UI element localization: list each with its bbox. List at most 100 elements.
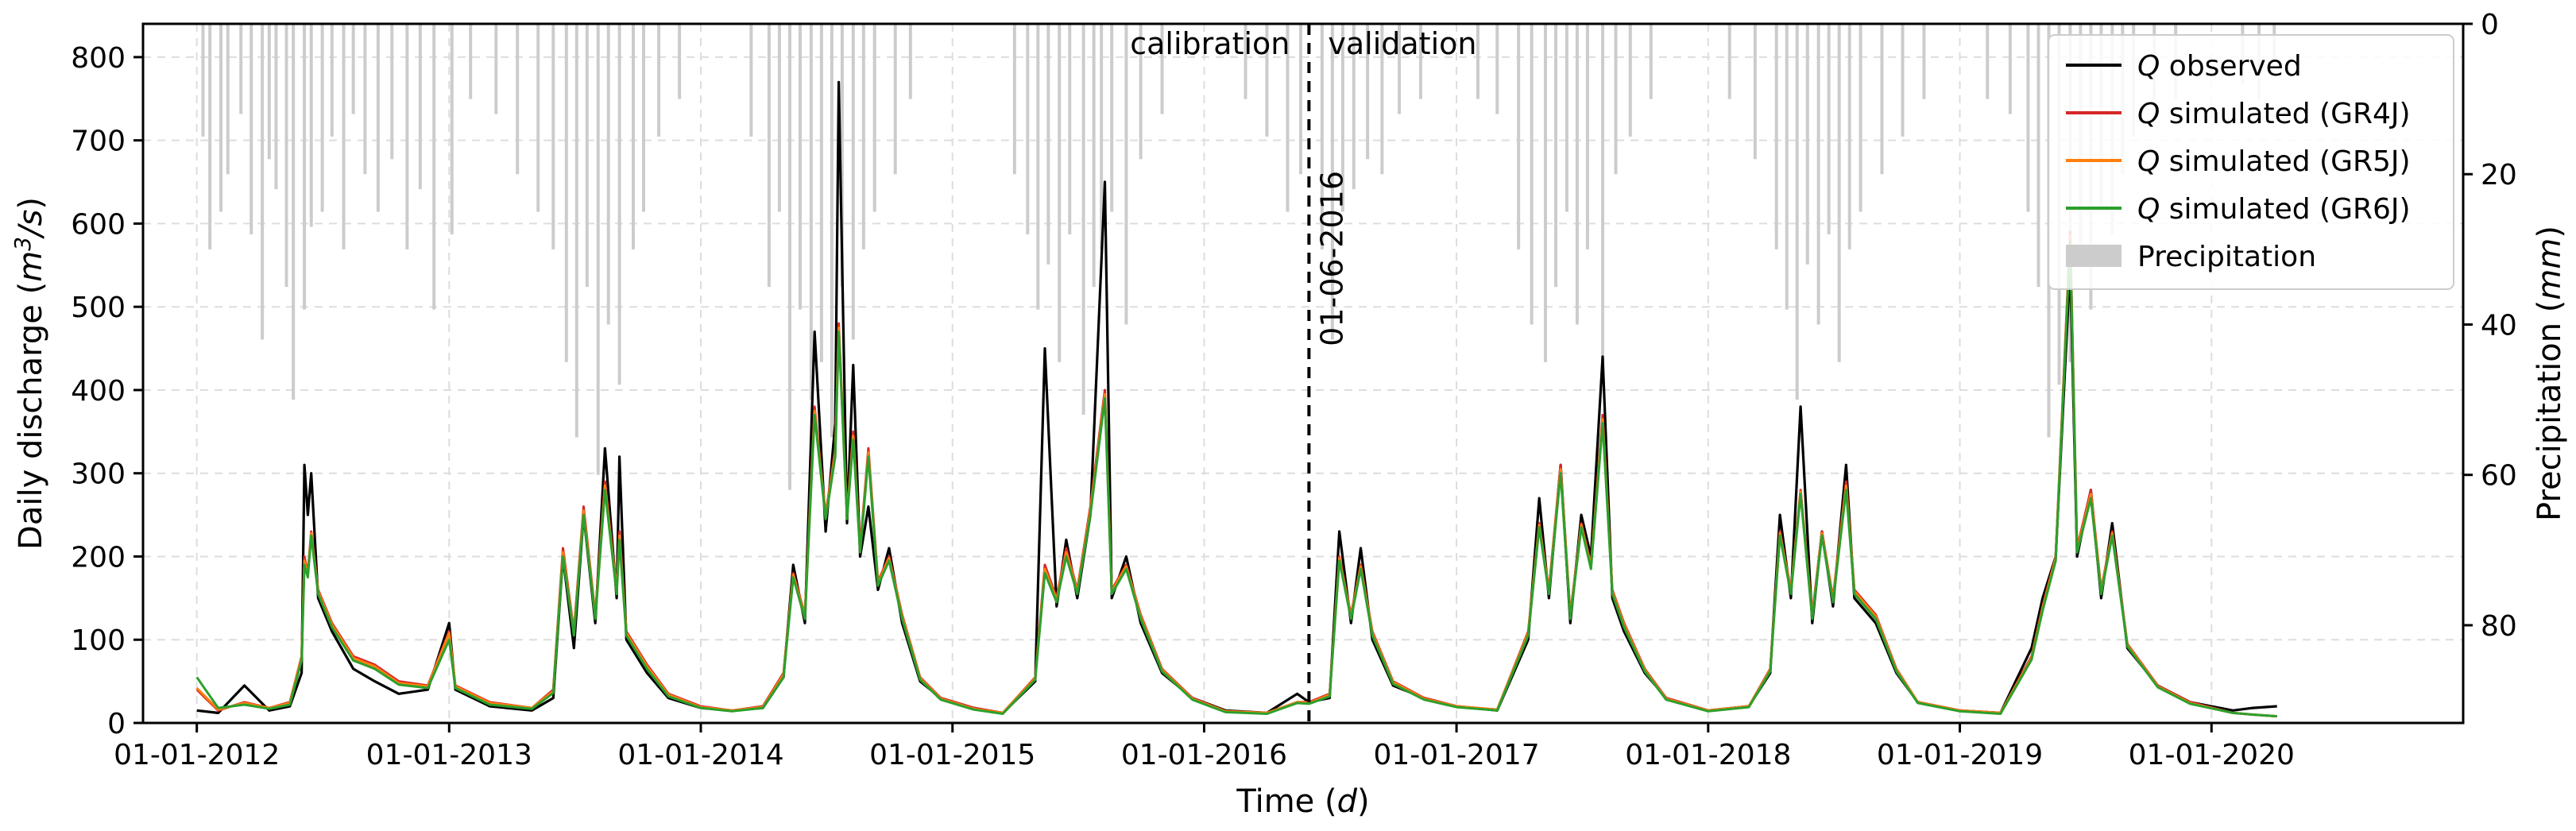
precip-bar bbox=[777, 24, 781, 212]
precip-bar bbox=[1753, 24, 1757, 160]
precip-bar bbox=[363, 24, 367, 175]
y-axis-left-unit-base: m bbox=[13, 251, 49, 282]
precip-bar bbox=[1160, 24, 1164, 114]
precip-bar bbox=[1837, 24, 1841, 362]
x-tick-label: 01-01-2012 bbox=[114, 739, 280, 771]
precip-bar bbox=[1330, 24, 1334, 340]
plot-frame bbox=[141, 22, 2465, 725]
precip-bar bbox=[596, 24, 600, 475]
y-left-tick-label: 500 bbox=[71, 292, 126, 324]
precip-bar bbox=[303, 24, 307, 310]
y-right-tick-label: 0 bbox=[2481, 9, 2499, 41]
precip-bar bbox=[1614, 24, 1618, 175]
precip-bar bbox=[1100, 24, 1104, 249]
y-axis-left-unit-sup: 3 bbox=[10, 237, 36, 251]
precip-bar bbox=[1058, 24, 1062, 362]
precip-bar bbox=[390, 24, 394, 160]
precip-bar bbox=[749, 24, 753, 137]
precip-bar bbox=[1649, 24, 1653, 99]
legend: Q observed Q simulated (GR4J) Q simulated … bbox=[2048, 34, 2454, 290]
precip-bar bbox=[516, 24, 520, 175]
precip-bar bbox=[1139, 24, 1143, 160]
precip-bar bbox=[1901, 24, 1905, 137]
precip-bar bbox=[1036, 24, 1040, 310]
precip-bar bbox=[239, 24, 243, 114]
precip-bar bbox=[830, 24, 834, 438]
legend-label-gr5j: Q simulated (GR5J) bbox=[2137, 145, 2411, 178]
legend-symbol: Q bbox=[2137, 50, 2160, 83]
precip-bar bbox=[1081, 24, 1085, 416]
y-left-tick-label: 200 bbox=[71, 541, 126, 574]
split-date-label: 01-06-2016 bbox=[1314, 171, 1349, 346]
precip-bar bbox=[330, 24, 334, 137]
x-tick-label: 01-01-2018 bbox=[1625, 739, 1791, 771]
y-axis-left-label: Daily discharge (m3/s) bbox=[10, 197, 49, 550]
precip-bar bbox=[450, 24, 454, 234]
precip-bar bbox=[798, 24, 802, 310]
precip-bar bbox=[208, 24, 212, 249]
precip-bar bbox=[819, 24, 823, 362]
x-axis-label-text: Time bbox=[1236, 783, 1314, 820]
precip-bar bbox=[261, 24, 265, 340]
legend-text: observed bbox=[2160, 50, 2301, 83]
legend-symbol: Q bbox=[2137, 193, 2160, 226]
grid-lines bbox=[143, 24, 2463, 724]
y-left-tick-label: 600 bbox=[71, 208, 126, 241]
precip-bar bbox=[1124, 24, 1128, 325]
split-marker: calibration validation 01-06-2016 bbox=[1130, 24, 1476, 723]
legend-swatch-precip bbox=[2066, 245, 2122, 267]
precip-bar bbox=[585, 24, 589, 288]
precip-bar bbox=[536, 24, 540, 212]
precip-bar bbox=[1727, 24, 1731, 99]
precip-bar bbox=[1286, 24, 1290, 212]
precip-bar bbox=[494, 24, 498, 114]
precip-bar bbox=[351, 24, 355, 114]
y-left-tick-label: 0 bbox=[107, 708, 126, 740]
precip-bar bbox=[1805, 24, 1809, 265]
precip-bar bbox=[1565, 24, 1568, 212]
precip-bar bbox=[678, 24, 682, 99]
precip-bar bbox=[1046, 24, 1050, 265]
series-line-observed bbox=[196, 80, 2277, 715]
precip-bar bbox=[1380, 24, 1384, 175]
x-axis-label-unit: d bbox=[1337, 783, 1358, 820]
y-axis-left-unit-tail: /s bbox=[13, 210, 49, 239]
y-right-tick-label: 20 bbox=[2481, 159, 2517, 191]
precip-bar bbox=[405, 24, 409, 249]
precip-bar bbox=[376, 24, 380, 212]
precip-bar bbox=[1530, 24, 1534, 325]
precip-bar bbox=[1601, 24, 1605, 362]
legend-label-gr4j: Q simulated (GR4J) bbox=[2137, 98, 2411, 130]
series-line-gr6j bbox=[195, 238, 2277, 718]
precip-bar bbox=[1774, 24, 1778, 249]
x-tick-label: 01-01-2015 bbox=[869, 739, 1035, 771]
precip-bar bbox=[2008, 24, 2012, 114]
precip-bar bbox=[657, 24, 661, 137]
precip-bar bbox=[284, 24, 288, 288]
legend-text: simulated (GR5J) bbox=[2160, 145, 2410, 178]
split-left-text: calibration bbox=[1130, 26, 1290, 61]
precip-bar bbox=[851, 24, 855, 340]
precip-bar bbox=[1785, 24, 1789, 310]
split-right-text: validation bbox=[1328, 26, 1476, 61]
precip-bar bbox=[908, 24, 912, 99]
precip-bar bbox=[1495, 24, 1499, 114]
precip-bar bbox=[1986, 24, 1990, 99]
precip-bar bbox=[2036, 24, 2040, 288]
x-tick-label: 01-01-2017 bbox=[1373, 739, 1539, 771]
x-tick-label: 01-01-2014 bbox=[617, 739, 783, 771]
precip-bar bbox=[292, 24, 296, 400]
axes: 0 100 200 300 400 500 600 700 800 0 20 40 60 80 01-01-… bbox=[71, 9, 2517, 771]
precip-bar bbox=[1340, 24, 1344, 212]
y-left-tick-label: 800 bbox=[71, 42, 126, 75]
precip-bar bbox=[872, 24, 876, 212]
precip-bar bbox=[767, 24, 771, 288]
precip-bar bbox=[1110, 24, 1114, 212]
precip-bar bbox=[1922, 24, 1926, 99]
y-right-tick-label: 60 bbox=[2481, 460, 2517, 493]
precip-bar bbox=[551, 24, 555, 249]
y-axis-left-label-text: Daily discharge bbox=[13, 304, 49, 550]
y-right-tick-label: 40 bbox=[2481, 309, 2517, 342]
precip-bar bbox=[1068, 24, 1072, 234]
x-tick-label: 01-01-2019 bbox=[1877, 739, 2043, 771]
